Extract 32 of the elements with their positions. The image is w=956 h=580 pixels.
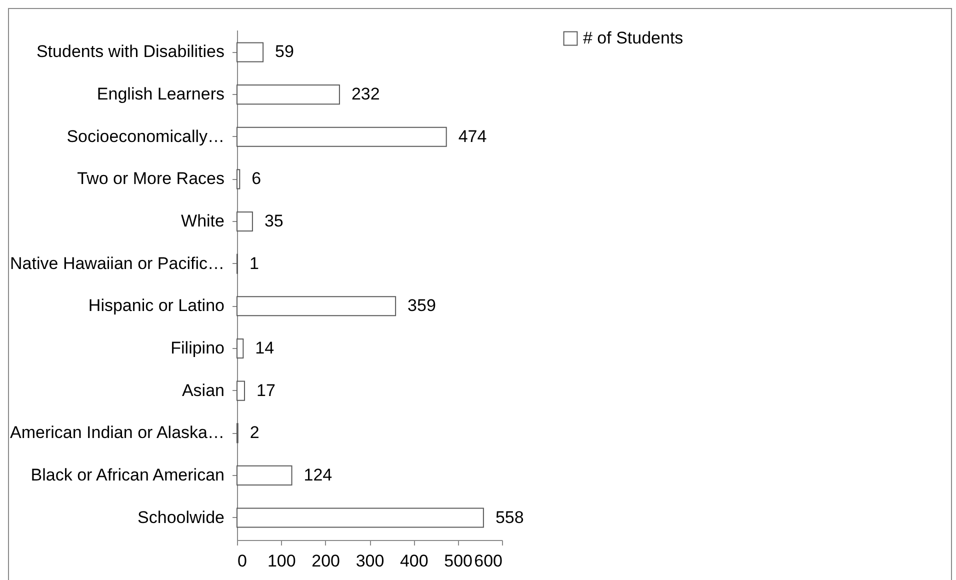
data-label: 17 bbox=[256, 380, 276, 400]
x-tick-label: 0 bbox=[238, 552, 247, 570]
y-tick-label: Two or More Races bbox=[77, 169, 224, 188]
y-tick-label: American Indian or Alaska… bbox=[10, 423, 224, 442]
data-label: 359 bbox=[408, 296, 436, 316]
data-label: 2 bbox=[250, 423, 260, 442]
y-tick-label: Black or African American bbox=[30, 465, 224, 484]
x-tick-label: 600 bbox=[474, 552, 502, 570]
data-label: 35 bbox=[264, 212, 284, 231]
data-label: 1 bbox=[249, 254, 259, 273]
y-tick-label: Asian bbox=[182, 380, 224, 400]
x-tick-label: 300 bbox=[356, 552, 384, 570]
x-tick-label: 100 bbox=[267, 552, 296, 570]
x-tick-label: 200 bbox=[312, 552, 340, 570]
y-tick-label: English Learners bbox=[96, 84, 224, 104]
y-tick-label: Students with Disabilities bbox=[36, 42, 224, 62]
y-tick-label: Hispanic or Latino bbox=[88, 296, 224, 316]
x-tick-label: 500 bbox=[444, 552, 473, 570]
data-label: 474 bbox=[458, 126, 487, 146]
data-label: 232 bbox=[351, 84, 380, 104]
data-label: 558 bbox=[495, 508, 524, 527]
data-label: 124 bbox=[304, 465, 332, 484]
y-tick-label: Schoolwide bbox=[138, 508, 224, 527]
data-label: 59 bbox=[275, 42, 294, 62]
data-label: 6 bbox=[252, 169, 262, 188]
y-tick-label: Native Hawaiian or Pacific… bbox=[10, 254, 224, 273]
data-label: 14 bbox=[255, 338, 274, 358]
y-tick-label: Socioeconomically… bbox=[66, 126, 224, 146]
x-tick-label: 400 bbox=[400, 552, 428, 570]
y-tick-label: White bbox=[181, 212, 224, 231]
y-tick-label: Filipino bbox=[170, 338, 224, 358]
legend-label: # of Students bbox=[583, 28, 684, 48]
